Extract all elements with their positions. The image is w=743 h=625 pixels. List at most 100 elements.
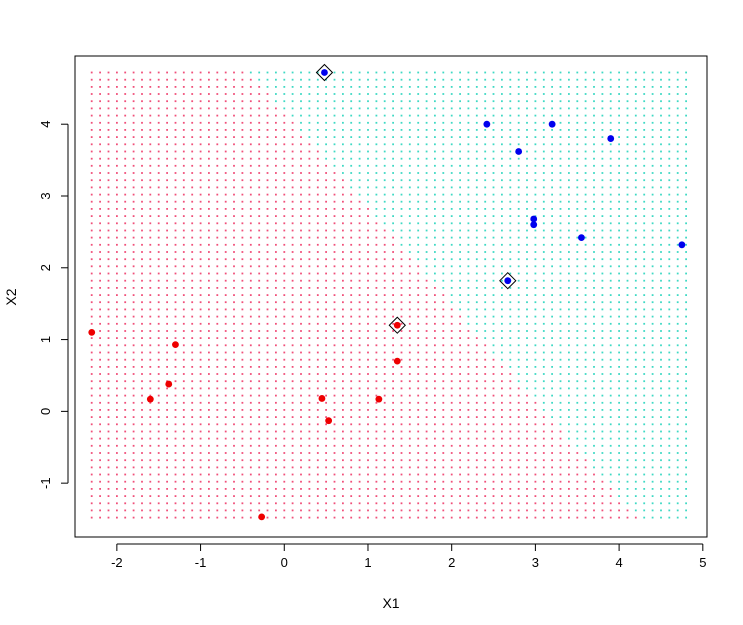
grid-dot-class_0 [333,387,336,390]
grid-dot-class_0 [149,78,152,81]
grid-dot-class_1 [408,215,411,217]
grid-dot-class_0 [132,473,135,476]
grid-dot-class_1 [342,100,344,103]
grid-dot-class_0 [157,473,160,476]
grid-dot-class_0 [308,373,311,375]
grid-dot-class_1 [408,186,411,189]
grid-dot-class_0 [400,409,403,411]
grid-dot-class_0 [132,186,135,189]
grid-dot-class_1 [459,172,461,174]
grid-dot-class_1 [333,157,336,160]
grid-dot-class_1 [651,265,654,268]
grid-dot-class_0 [417,279,420,282]
grid-dot-class_0 [157,193,160,196]
grid-dot-class_1 [275,71,277,74]
grid-dot-class_0 [241,409,244,411]
grid-dot-class_0 [291,193,294,196]
grid-dot-class_0 [149,495,152,497]
grid-dot-class_1 [643,71,646,74]
grid-dot-class_0 [208,502,210,505]
grid-dot-class_0 [216,121,219,124]
grid-dot-class_0 [241,294,244,296]
grid-dot-class_1 [467,86,470,88]
grid-dot-class_1 [685,516,687,519]
grid-dot-class_0 [182,301,185,304]
grid-dot-class_1 [517,366,520,368]
grid-dot-class_0 [501,495,503,497]
grid-dot-class_0 [157,251,160,253]
grid-dot-class_1 [442,150,445,153]
grid-dot-class_0 [224,409,227,411]
grid-dot-class_0 [475,509,478,512]
grid-dot-class_1 [601,315,604,318]
grid-dot-class_1 [593,416,595,418]
grid-dot-class_1 [660,86,662,88]
grid-dot-class_0 [350,215,353,217]
grid-dot-class_0 [249,164,252,167]
grid-dot-class_0 [484,380,487,383]
grid-dot-class_1 [568,193,570,196]
grid-dot-class_0 [383,358,386,361]
grid-dot-class_0 [425,344,428,347]
grid-dot-class_0 [333,222,336,225]
grid-dot-class_1 [668,172,671,174]
grid-dot-class_0 [367,279,369,282]
grid-dot-class_1 [358,129,361,131]
grid-dot-class_1 [651,121,654,124]
grid-dot-class_1 [651,315,654,318]
grid-dot-class_0 [584,466,587,469]
grid-dot-class_0 [191,193,194,196]
data-point-class-0 [393,357,401,365]
grid-dot-class_0 [333,444,336,447]
grid-dot-class_0 [157,322,160,325]
grid-dot-class_0 [316,473,319,476]
grid-dot-class_0 [191,409,194,411]
grid-dot-class_0 [316,488,319,490]
grid-dot-class_1 [685,93,687,95]
grid-dot-class_1 [634,129,637,131]
grid-dot-class_1 [492,78,495,81]
grid-dot-class_0 [124,444,127,447]
grid-dot-class_0 [266,215,269,217]
grid-dot-class_1 [534,315,537,318]
grid-dot-class_1 [459,129,461,131]
grid-dot-class_1 [434,251,436,253]
grid-dot-class_1 [676,150,679,153]
grid-dot-class_0 [224,100,227,103]
grid-dot-class_1 [593,358,595,361]
data-point-class-0 [146,395,154,403]
grid-dot-class_1 [459,229,461,232]
grid-dot-class_0 [291,164,294,167]
grid-dot-class_0 [258,265,261,268]
grid-dot-class_0 [99,243,101,246]
grid-dot-class_1 [668,459,671,462]
grid-dot-class_1 [383,208,386,210]
grid-dot-class_0 [400,387,403,390]
grid-dot-class_1 [408,251,411,253]
grid-dot-class_0 [308,459,311,462]
grid-dot-class_0 [325,186,327,189]
grid-dot-class_1 [643,279,646,282]
grid-dot-class_0 [375,287,378,289]
grid-dot-class_0 [124,164,127,167]
grid-dot-class_0 [342,502,344,505]
grid-dot-class_1 [634,86,637,88]
grid-dot-class_1 [442,172,445,174]
grid-dot-class_1 [501,315,503,318]
grid-dot-class_1 [542,301,545,304]
grid-dot-class_1 [643,330,646,332]
grid-dot-class_0 [375,409,378,411]
grid-dot-class_1 [676,243,679,246]
grid-dot-class_0 [333,258,336,261]
grid-dot-class_0 [249,337,252,339]
grid-dot-class_0 [157,200,160,203]
grid-dot-class_1 [660,351,662,354]
grid-dot-class_1 [601,351,604,354]
grid-dot-class_0 [249,136,252,138]
grid-dot-class_1 [609,215,612,217]
grid-dot-class_0 [400,473,403,476]
grid-dot-class_1 [509,93,512,95]
grid-dot-class_0 [275,258,277,261]
grid-dot-class_1 [501,287,503,289]
grid-dot-class_0 [216,330,219,332]
